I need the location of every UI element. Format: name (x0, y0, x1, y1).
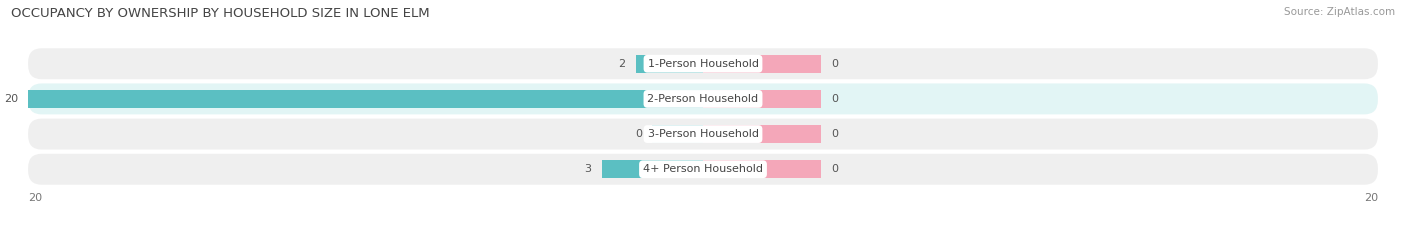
Text: 20: 20 (28, 193, 42, 203)
FancyBboxPatch shape (28, 48, 1378, 79)
Text: 1-Person Household: 1-Person Household (648, 59, 758, 69)
Text: 3-Person Household: 3-Person Household (648, 129, 758, 139)
Text: OCCUPANCY BY OWNERSHIP BY HOUSEHOLD SIZE IN LONE ELM: OCCUPANCY BY OWNERSHIP BY HOUSEHOLD SIZE… (11, 7, 430, 20)
Text: 0: 0 (831, 129, 838, 139)
FancyBboxPatch shape (28, 119, 1378, 150)
Text: 0: 0 (831, 59, 838, 69)
Text: 0: 0 (831, 94, 838, 104)
Bar (602, 160, 703, 178)
Text: 4+ Person Household: 4+ Person Household (643, 164, 763, 174)
Text: 0: 0 (636, 129, 643, 139)
Text: 20: 20 (4, 94, 18, 104)
Text: 2-Person Household: 2-Person Household (647, 94, 759, 104)
Text: 0: 0 (831, 164, 838, 174)
Text: 3: 3 (585, 164, 592, 174)
Text: 2: 2 (619, 59, 626, 69)
Bar (636, 55, 703, 73)
Bar (28, 90, 703, 108)
Text: Source: ZipAtlas.com: Source: ZipAtlas.com (1284, 7, 1395, 17)
Text: 20: 20 (1364, 193, 1378, 203)
Bar (703, 125, 821, 143)
Bar (703, 90, 821, 108)
FancyBboxPatch shape (28, 83, 1378, 114)
Bar (703, 160, 821, 178)
Bar (652, 125, 703, 143)
Bar (703, 55, 821, 73)
FancyBboxPatch shape (28, 154, 1378, 185)
